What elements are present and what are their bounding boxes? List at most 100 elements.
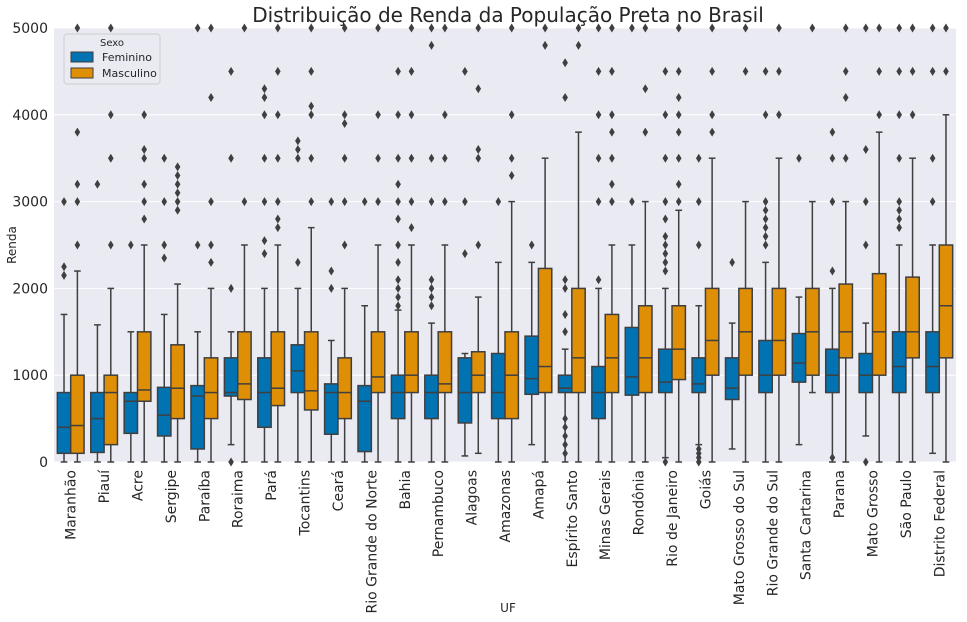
outlier-point bbox=[194, 240, 201, 250]
iqr-box bbox=[89, 391, 105, 454]
outlier-point bbox=[261, 110, 268, 120]
box-feminino bbox=[891, 23, 907, 463]
outlier-point bbox=[261, 236, 268, 246]
outlier-point bbox=[929, 23, 936, 33]
box-feminino bbox=[824, 127, 840, 463]
outlier-point bbox=[562, 422, 568, 432]
outlier-point bbox=[542, 23, 548, 33]
outlier-point bbox=[161, 197, 168, 207]
box-masculino bbox=[170, 162, 186, 463]
outlier-point bbox=[929, 197, 936, 207]
iqr-box bbox=[938, 244, 954, 359]
outlier-point bbox=[943, 23, 949, 33]
outlier-point bbox=[107, 23, 114, 33]
outlier-point bbox=[275, 153, 281, 163]
outlier-point bbox=[595, 66, 602, 76]
outlier-point bbox=[562, 92, 568, 102]
box-masculino bbox=[370, 23, 386, 463]
iqr-box bbox=[190, 384, 206, 450]
outlier-point bbox=[174, 188, 181, 198]
iqr-box bbox=[457, 357, 473, 424]
outlier-point bbox=[261, 197, 268, 207]
outlier-point bbox=[876, 66, 882, 76]
outlier-point bbox=[742, 23, 749, 33]
outlier-point bbox=[395, 110, 401, 120]
outlier-point bbox=[562, 431, 568, 441]
iqr-box bbox=[838, 283, 854, 359]
x-tick-label: Goiás bbox=[698, 470, 714, 509]
outlier-point bbox=[675, 23, 682, 33]
outlier-point bbox=[595, 110, 602, 120]
outlier-point bbox=[896, 205, 903, 215]
legend-label-masculino: Masculino bbox=[102, 67, 157, 80]
outlier-point bbox=[709, 110, 715, 120]
outlier-point bbox=[762, 110, 769, 120]
box-masculino bbox=[838, 23, 854, 463]
outlier-point bbox=[428, 275, 435, 285]
iqr-box bbox=[357, 384, 373, 453]
iqr-box bbox=[537, 267, 553, 394]
outlier-point bbox=[642, 127, 649, 137]
x-tick-label: Rio de Janeiro bbox=[665, 470, 681, 567]
box-feminino bbox=[791, 153, 807, 446]
outlier-point bbox=[762, 197, 769, 207]
outlier-point bbox=[208, 240, 214, 250]
outlier-point bbox=[675, 179, 682, 189]
iqr-box bbox=[123, 391, 139, 435]
outlier-point bbox=[909, 23, 916, 33]
outlier-point bbox=[428, 301, 435, 311]
box-masculino bbox=[537, 23, 553, 463]
outlier-point bbox=[275, 110, 281, 120]
outlier-point bbox=[896, 23, 903, 33]
outlier-point bbox=[408, 197, 415, 207]
box-feminino bbox=[490, 197, 506, 463]
y-tick-label: 3000 bbox=[12, 195, 48, 211]
outlier-point bbox=[328, 197, 335, 207]
x-tick-label: Mato Grosso bbox=[865, 470, 881, 557]
box-masculino bbox=[571, 23, 586, 463]
outlier-point bbox=[709, 66, 715, 76]
outlier-point bbox=[863, 145, 869, 155]
iqr-box bbox=[824, 348, 840, 394]
outlier-point bbox=[776, 23, 782, 33]
outlier-point bbox=[675, 110, 682, 120]
outlier-point bbox=[675, 92, 682, 102]
outlier-point bbox=[442, 23, 448, 33]
outlier-point bbox=[74, 127, 81, 137]
outlier-point bbox=[842, 23, 849, 33]
x-tick-label: Pará bbox=[264, 470, 280, 501]
outlier-point bbox=[675, 197, 682, 207]
outlier-point bbox=[261, 92, 268, 102]
iqr-box bbox=[524, 335, 540, 396]
outlier-point bbox=[395, 275, 401, 285]
outlier-point bbox=[809, 23, 816, 33]
outlier-point bbox=[428, 40, 435, 50]
box-masculino bbox=[404, 23, 419, 463]
outlier-point bbox=[562, 414, 568, 424]
outlier-point bbox=[508, 110, 515, 120]
outlier-point bbox=[562, 58, 568, 68]
outlier-point bbox=[462, 249, 468, 259]
outlier-point bbox=[629, 23, 635, 33]
box-masculino bbox=[337, 23, 353, 463]
box-masculino bbox=[69, 23, 85, 463]
outlier-point bbox=[341, 197, 348, 207]
outlier-point bbox=[609, 23, 615, 33]
outlier-point bbox=[194, 23, 201, 33]
outlier-point bbox=[141, 197, 147, 207]
box-feminino bbox=[858, 23, 874, 467]
legend-swatch-feminino bbox=[70, 51, 94, 63]
outlier-point bbox=[842, 92, 849, 102]
outlier-point bbox=[107, 153, 114, 163]
outlier-point bbox=[575, 40, 582, 50]
x-tick-label: Roraima bbox=[231, 470, 247, 528]
x-tick-label: São Paulo bbox=[899, 470, 915, 538]
box-feminino bbox=[691, 153, 707, 467]
outlier-point bbox=[842, 153, 849, 163]
outlier-point bbox=[609, 179, 615, 189]
outlier-point bbox=[174, 197, 181, 207]
outlier-point bbox=[829, 453, 836, 463]
outlier-point bbox=[495, 197, 502, 207]
iqr-box bbox=[771, 287, 787, 376]
outlier-point bbox=[562, 309, 568, 319]
